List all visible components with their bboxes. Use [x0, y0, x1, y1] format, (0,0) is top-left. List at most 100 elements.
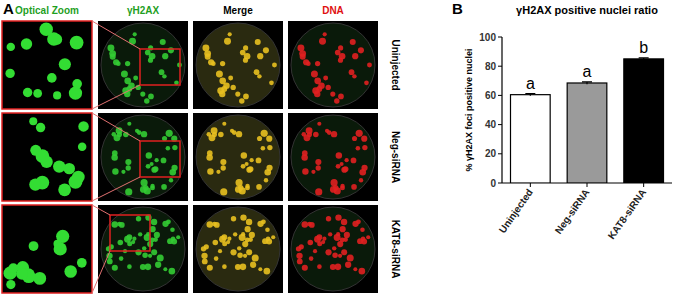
- nucleus: [137, 130, 142, 135]
- nucleus: [255, 39, 261, 45]
- nucleus: [245, 226, 251, 232]
- nucleus: [148, 94, 154, 100]
- nucleus: [257, 136, 262, 141]
- nucleus: [323, 32, 327, 36]
- nucleus: [166, 219, 171, 224]
- nucleus: [231, 216, 236, 221]
- well: [101, 23, 185, 107]
- error-bar: [639, 58, 649, 60]
- image-background: [2, 205, 92, 293]
- nucleus: [155, 262, 161, 268]
- y-tick-label: 100: [479, 32, 496, 43]
- nucleus: [271, 235, 275, 239]
- micrograph: [193, 113, 283, 201]
- nucleus: [231, 85, 236, 90]
- nucleus: [112, 221, 118, 227]
- nucleus: [161, 158, 167, 164]
- well: [196, 207, 280, 291]
- nucleus: [339, 53, 346, 60]
- nucleus: [315, 159, 321, 165]
- nucleus: [338, 94, 344, 100]
- nucleus: [330, 179, 337, 186]
- micrograph: [98, 205, 188, 293]
- zoom-connector: [92, 85, 140, 109]
- row-label: Uninjected: [390, 39, 401, 90]
- nucleus: [218, 132, 224, 138]
- nucleus: [146, 164, 151, 169]
- nucleus: [140, 179, 147, 186]
- nucleus: [171, 238, 177, 244]
- well: [291, 115, 375, 199]
- column-header: γH2AX: [127, 5, 160, 16]
- nucleus: [267, 145, 272, 150]
- nucleus: [264, 178, 268, 182]
- nucleus: [257, 53, 263, 59]
- bar: [624, 59, 664, 183]
- panel-label: A: [3, 0, 14, 17]
- image-background: [98, 205, 188, 293]
- zoom-image: [2, 21, 92, 109]
- nucleus: [352, 136, 357, 141]
- nucleus: [201, 253, 207, 259]
- nucleus: [232, 130, 237, 135]
- nucleus: [170, 227, 175, 232]
- nucleus: [353, 267, 357, 271]
- nucleus: [151, 249, 157, 255]
- nucleus: [241, 164, 246, 169]
- nucleus: [221, 234, 227, 240]
- nucleus: [266, 136, 272, 142]
- nucleus: [263, 47, 269, 53]
- nucleus: [222, 264, 227, 269]
- nucleus: [250, 158, 254, 162]
- zoom-box: [140, 141, 180, 177]
- nucleus: [228, 32, 232, 36]
- nucleus: [356, 130, 363, 137]
- nucleus: [214, 256, 219, 261]
- nucleus: [336, 164, 341, 169]
- nucleus: [125, 159, 131, 165]
- nucleus: [264, 268, 271, 275]
- nucleus: [352, 74, 356, 78]
- nucleus: [56, 230, 69, 243]
- nucleus: [127, 264, 132, 269]
- nucleus: [107, 259, 113, 265]
- well: [101, 207, 185, 291]
- nucleus: [316, 165, 321, 170]
- nucleus: [121, 170, 125, 174]
- nucleus: [336, 232, 340, 236]
- nucleus: [113, 59, 119, 65]
- nucleus: [146, 152, 152, 158]
- nucleus: [351, 184, 357, 190]
- nucleus: [204, 50, 211, 57]
- nucleus: [341, 219, 347, 225]
- nucleus: [228, 75, 233, 80]
- nucleus: [207, 150, 213, 156]
- nucleus: [223, 83, 230, 90]
- nucleus: [141, 131, 147, 137]
- nucleus: [356, 146, 361, 151]
- nucleus: [343, 237, 348, 242]
- nucleus: [261, 146, 266, 151]
- zoom-box: [140, 49, 180, 85]
- nucleus: [242, 241, 248, 247]
- nucleus: [207, 168, 213, 174]
- y-tick: [498, 95, 502, 96]
- nucleus: [261, 219, 266, 224]
- nucleus: [237, 252, 243, 258]
- nucleus: [364, 80, 369, 85]
- nucleus: [256, 184, 262, 190]
- nucleus: [366, 235, 370, 239]
- nucleus: [311, 70, 318, 77]
- nucleus: [166, 130, 173, 137]
- nucleus: [125, 188, 132, 195]
- nucleus: [151, 219, 157, 225]
- nucleus: [119, 256, 124, 261]
- nucleus: [33, 89, 42, 98]
- image-background: [2, 113, 92, 201]
- nucleus: [317, 241, 322, 246]
- nucleus: [77, 258, 87, 268]
- nucleus: [308, 240, 314, 246]
- nucleus: [54, 242, 67, 255]
- micrograph: [288, 205, 378, 293]
- image-background: [193, 113, 283, 201]
